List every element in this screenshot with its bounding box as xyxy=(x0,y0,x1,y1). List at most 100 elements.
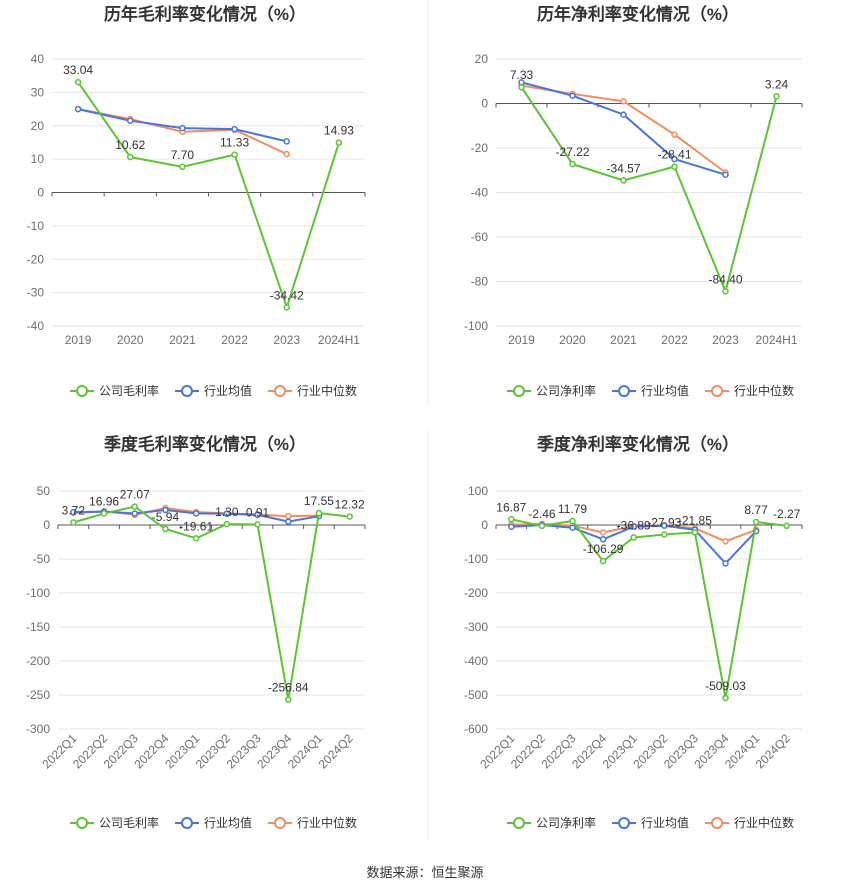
data-point-industry_avg xyxy=(630,523,637,530)
data-label: 3.72 xyxy=(62,503,86,517)
data-label: 3.24 xyxy=(765,77,789,91)
data-point-company xyxy=(783,522,790,530)
data-point-industry_median xyxy=(620,98,627,105)
legend-label: 行业均值 xyxy=(204,815,252,830)
data-point-industry_avg xyxy=(671,155,678,163)
data-point-industry_avg xyxy=(620,111,627,118)
x-tick-label: 2020 xyxy=(117,333,144,347)
y-tick-label: -200 xyxy=(26,654,50,668)
y-tick-label: 20 xyxy=(31,119,45,133)
legend-label: 行业中位数 xyxy=(734,815,794,830)
data-point-company xyxy=(671,163,678,170)
legend-item-company: 公司毛利率 xyxy=(70,815,159,830)
data-point-company xyxy=(70,519,77,526)
data-label: -36.89 xyxy=(617,519,651,533)
data-label: 0.91 xyxy=(246,505,270,519)
y-tick-label: 40 xyxy=(31,52,45,66)
x-tick-label: 2024Q2 xyxy=(753,731,793,771)
legend-label: 行业中位数 xyxy=(297,815,357,830)
y-tick-label: 0 xyxy=(481,97,488,111)
legend-item-company: 公司毛利率 xyxy=(70,383,159,398)
data-label: 14.93 xyxy=(324,124,354,138)
legend-marker xyxy=(711,385,724,397)
data-point-industry_median xyxy=(599,529,607,536)
data-point-industry_median xyxy=(283,150,290,158)
data-point-company xyxy=(722,694,729,702)
data-point-industry_avg xyxy=(569,92,576,99)
chart-panel-1: 历年毛利率变化情况（%） 40 30 20 10 0 -10 -20 -30 -40 2019 202… xyxy=(27,4,366,398)
y-tick-label: -100 xyxy=(464,319,488,333)
data-point-industry_avg xyxy=(722,171,729,178)
data-point-industry_median xyxy=(285,512,292,520)
x-tick-label: 2022 xyxy=(661,333,688,347)
data-point-industry_avg xyxy=(722,560,729,567)
y-tick-label: -40 xyxy=(27,319,45,333)
data-point-industry_avg xyxy=(70,508,77,516)
y-tick-label: -30 xyxy=(27,286,45,300)
data-label: 11.33 xyxy=(220,136,249,150)
data-label: 33.04 xyxy=(63,63,93,77)
data-point-industry_avg xyxy=(127,117,134,124)
data-point-industry_avg xyxy=(231,125,238,133)
series-line-company xyxy=(511,518,787,699)
data-label: 16.87 xyxy=(496,500,526,514)
y-tick-label: -20 xyxy=(27,252,45,266)
data-point-company xyxy=(518,83,525,91)
x-tick-label: 2021 xyxy=(169,333,196,347)
chart-title: 历年毛利率变化情况（%） xyxy=(104,4,306,24)
y-tick-label: -60 xyxy=(471,230,489,244)
data-label: -5.94 xyxy=(152,510,180,524)
x-tick-label: 2023 xyxy=(712,333,739,347)
series-line-company xyxy=(520,86,778,295)
data-label: 27.07 xyxy=(120,488,150,502)
data-label: -256.84 xyxy=(268,681,309,695)
y-tick-label: 0 xyxy=(37,186,44,200)
y-tick-label: -10 xyxy=(27,219,45,233)
y-tick-label: 10 xyxy=(31,152,45,166)
data-point-industry_avg xyxy=(285,518,292,525)
legend-marker xyxy=(181,385,194,397)
data-point-company xyxy=(100,510,108,517)
x-tick-label: 2019 xyxy=(508,333,535,347)
data-point-company xyxy=(722,288,729,295)
data-point-company xyxy=(127,153,134,161)
data-label: -2.27 xyxy=(773,507,801,521)
data-point-company xyxy=(231,151,238,158)
data-label: -2.46 xyxy=(528,507,556,521)
data-label: 7.33 xyxy=(510,68,534,82)
data-label: 10.62 xyxy=(115,138,145,152)
legend-item-industry_avg: 行业均值 xyxy=(175,815,252,830)
x-tick-label: 2020 xyxy=(559,333,586,347)
chart-panel-4: 季度净利率变化情况（%） 100 0 -100 -200 -300 -400 -500 -600… xyxy=(464,434,803,830)
legend-marker xyxy=(711,817,724,829)
legend-label: 行业中位数 xyxy=(734,383,794,398)
data-point-company xyxy=(346,513,353,520)
data-point-industry_avg xyxy=(254,511,261,519)
legend-label: 行业中位数 xyxy=(297,383,357,398)
data-point-company xyxy=(569,160,576,168)
y-tick-label: -150 xyxy=(26,620,50,634)
legend-item-industry_median: 行业中位数 xyxy=(705,383,794,398)
data-label: -34.57 xyxy=(606,161,640,175)
data-source-note: 数据来源：恒生聚源 xyxy=(366,865,484,880)
y-tick-label: 50 xyxy=(37,484,51,498)
legend-item-industry_median: 行业中位数 xyxy=(268,815,357,830)
data-point-company xyxy=(179,163,186,171)
legend-item-industry_avg: 行业均值 xyxy=(612,383,689,398)
data-label: -34.42 xyxy=(270,288,304,302)
legend-marker xyxy=(274,817,287,829)
series-line-company xyxy=(73,505,350,700)
y-tick-label: -200 xyxy=(464,586,488,600)
data-point-company xyxy=(508,516,515,523)
data-point-industry_avg xyxy=(661,522,668,529)
data-label: -27.93 xyxy=(647,515,681,529)
data-point-industry_avg xyxy=(283,138,290,145)
x-tick-label: 2023 xyxy=(273,333,300,347)
data-label: -84.40 xyxy=(708,272,742,286)
data-point-company xyxy=(283,304,290,311)
y-tick-label: 20 xyxy=(475,52,489,66)
data-point-industry_avg xyxy=(508,523,515,530)
y-tick-label: -100 xyxy=(464,552,488,566)
y-tick-label: 30 xyxy=(31,85,45,99)
